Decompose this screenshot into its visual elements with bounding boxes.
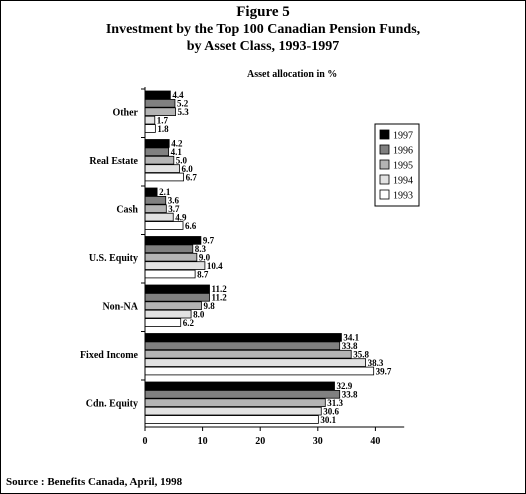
data-label: 8.3: [195, 244, 207, 254]
x-tick-label: 20: [255, 436, 265, 447]
data-label: 11.2: [212, 284, 228, 294]
bar: [144, 415, 319, 424]
data-label: 8.0: [193, 309, 205, 319]
bar: [144, 333, 342, 342]
bar: [144, 389, 341, 399]
bar: [144, 172, 184, 182]
data-label: 8.7: [197, 269, 209, 279]
bar: [144, 358, 367, 367]
data-label: 9.7: [203, 236, 215, 246]
data-label: 5.3: [178, 107, 190, 117]
bar: [144, 204, 167, 214]
bar: [144, 147, 170, 157]
bar: [144, 164, 180, 173]
bar: [144, 252, 198, 262]
x-tick-label: 10: [198, 436, 208, 447]
bar: [144, 187, 158, 197]
data-label: 4.4: [172, 90, 184, 100]
x-tick-label: 30: [313, 436, 323, 447]
legend-swatch: [379, 144, 390, 155]
bar: [144, 269, 196, 279]
bar: [144, 90, 171, 100]
bar: [144, 406, 322, 416]
data-label: 6.7: [186, 172, 198, 182]
data-label: 1.7: [157, 115, 169, 125]
bar: [144, 349, 352, 359]
bar: [144, 221, 184, 230]
bar: [144, 139, 170, 148]
category-label: U.S. Equity: [89, 253, 138, 264]
bar: [144, 284, 210, 294]
bar: [144, 381, 335, 391]
data-label: 6.0: [182, 164, 194, 174]
category-label: Cash: [116, 205, 138, 216]
bar: [144, 155, 175, 165]
bar: [144, 292, 210, 302]
legend-swatch: [379, 189, 390, 200]
bar: [144, 318, 182, 327]
data-label: 5.2: [177, 99, 189, 109]
x-tick-label: 40: [370, 436, 380, 447]
data-label: 9.0: [199, 253, 211, 263]
data-label: 6.6: [185, 221, 197, 231]
data-label: 3.6: [168, 196, 180, 206]
legend-label: 1994: [393, 176, 413, 187]
data-label: 3.7: [168, 204, 180, 214]
legend-label: 1997: [393, 131, 413, 142]
category-label: Cdn. Equity: [86, 399, 138, 410]
chart-title: Investment by the Top 100 Canadian Pensi…: [105, 22, 421, 37]
data-label: 4.1: [171, 147, 183, 157]
bar: [144, 366, 375, 376]
data-label: 33.8: [342, 341, 358, 351]
data-label: 34.1: [343, 333, 359, 343]
legend-label: 1996: [393, 146, 413, 157]
data-label: 4.2: [171, 139, 183, 149]
bar: [144, 398, 326, 407]
legend-label: 1995: [393, 161, 413, 172]
category-label: Non-NA: [102, 302, 138, 313]
bar: [144, 115, 156, 125]
legend-label: 1993: [393, 191, 413, 202]
bar: [144, 195, 167, 205]
bar: [144, 124, 156, 133]
source-note: Source : Benefits Canada, April, 1998: [6, 476, 183, 488]
bar: [144, 212, 174, 222]
bar: [144, 341, 341, 351]
data-label: 1.8: [157, 124, 169, 134]
data-label: 38.3: [368, 358, 384, 368]
data-label: 11.2: [212, 293, 228, 303]
category-label: Other: [112, 108, 138, 119]
bar: [144, 236, 202, 245]
chart-subtitle: by Asset Class, 1993-1997: [186, 39, 340, 54]
data-label: 2.1: [159, 187, 171, 197]
data-label: 30.1: [320, 415, 336, 425]
data-label: 6.2: [183, 318, 195, 328]
bar: [144, 261, 206, 270]
data-label: 35.8: [353, 350, 369, 360]
data-label: 39.7: [376, 366, 392, 376]
data-label: 4.9: [175, 212, 187, 222]
category-label: Fixed Income: [80, 350, 139, 361]
figure-label: Figure 5: [236, 4, 290, 20]
category-label: Real Estate: [89, 156, 138, 167]
chart-caption: Asset allocation in %: [247, 69, 338, 80]
data-label: 31.3: [327, 398, 343, 408]
data-label: 5.0: [176, 156, 188, 166]
legend-swatch: [379, 129, 390, 140]
bar: [144, 99, 176, 108]
data-label: 10.4: [207, 261, 223, 271]
legend-swatch: [379, 174, 390, 185]
bar: [144, 244, 194, 254]
data-label: 30.6: [323, 406, 339, 416]
data-label: 32.9: [337, 381, 353, 391]
data-label: 33.8: [342, 390, 358, 400]
data-label: 9.8: [203, 301, 215, 311]
legend-swatch: [379, 159, 390, 170]
x-tick-label: 0: [143, 436, 148, 447]
